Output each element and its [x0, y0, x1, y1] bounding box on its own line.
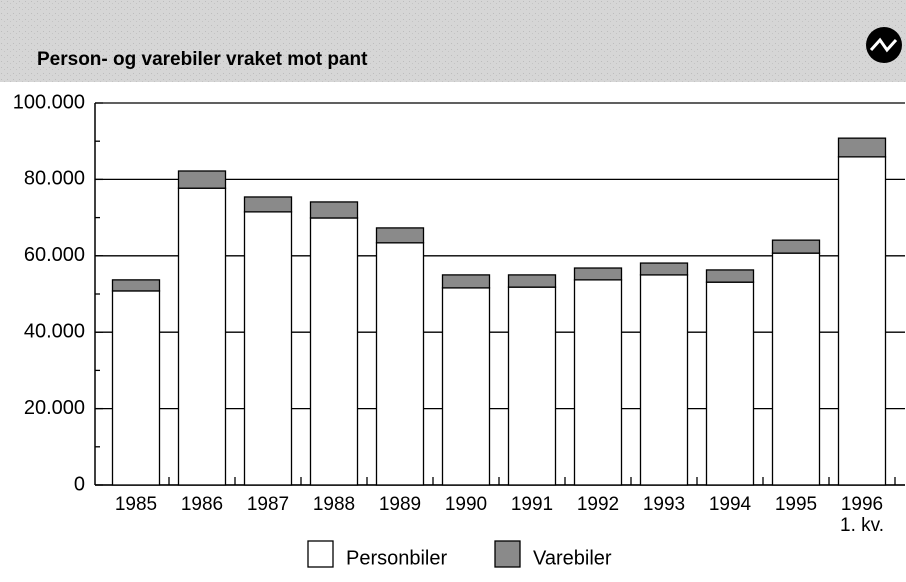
bar-segment — [177, 170, 227, 189]
bar-segment — [375, 227, 425, 244]
legend-swatch — [307, 540, 334, 568]
x-tick-label: 1985 — [114, 494, 158, 515]
bar-segment — [177, 187, 227, 486]
x-tick-label: 1994 — [708, 494, 752, 515]
title-bar — [0, 0, 906, 82]
bar-segment — [507, 286, 557, 486]
y-tick-label: 40.000 — [24, 320, 85, 342]
y-tick-label: 60.000 — [24, 244, 85, 266]
bar-segment — [573, 267, 623, 281]
bar-segment — [375, 242, 425, 486]
x-tick-label: 1992 — [576, 494, 620, 515]
bar-segment — [573, 279, 623, 486]
bar-segment — [111, 290, 161, 486]
x-tick-label: 1993 — [642, 494, 686, 515]
chart-title: Person- og varebiler vraket mot pant — [37, 49, 368, 70]
x-tick-label: 1996 1. kv. — [840, 494, 884, 536]
legend-swatch — [494, 540, 521, 568]
x-tick-label: 1991 — [510, 494, 554, 515]
bar-segment — [771, 252, 821, 486]
x-tick-label: 1989 — [378, 494, 422, 515]
bar-segment — [837, 156, 887, 486]
bar-segment — [705, 281, 755, 486]
logo — [866, 27, 902, 63]
bar-segment — [111, 279, 161, 292]
y-tick-label: 0 — [74, 473, 85, 495]
y-tick-label: 20.000 — [24, 397, 85, 419]
x-tick-label: 1986 — [180, 494, 224, 515]
bar-segment — [309, 201, 359, 219]
bar-segment — [441, 287, 491, 486]
bar-segment — [507, 274, 557, 288]
x-tick-label: 1995 — [774, 494, 818, 515]
bar-segment — [771, 239, 821, 254]
x-tick-label: 1988 — [312, 494, 356, 515]
bar-segment — [441, 274, 491, 289]
bar-segment — [243, 196, 293, 213]
y-tick-label: 100.000 — [13, 91, 85, 113]
legend-label: Personbiler — [346, 547, 448, 569]
bar-segment — [639, 274, 689, 486]
bar-segment — [309, 217, 359, 486]
y-tick-label: 80.000 — [24, 168, 85, 190]
bar-segment — [837, 137, 887, 158]
bar-segment — [243, 211, 293, 486]
bar-segment — [705, 269, 755, 283]
x-tick-label: 1987 — [246, 494, 290, 515]
legend-label: Varebiler — [533, 547, 612, 569]
x-tick-label: 1990 — [444, 494, 488, 515]
bar-segment — [639, 262, 689, 276]
